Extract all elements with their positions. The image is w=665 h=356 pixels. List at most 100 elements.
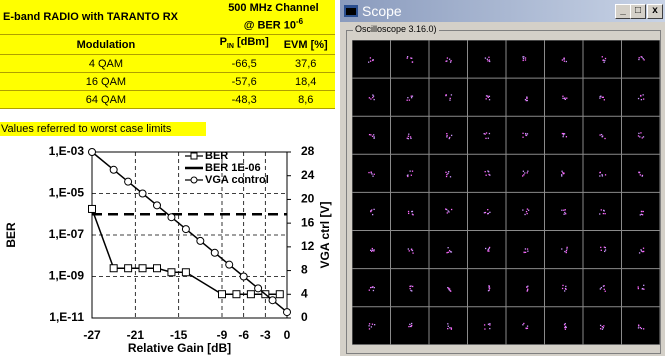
constellation-dot — [640, 132, 641, 133]
constellation-dot — [446, 136, 447, 137]
constellation-dot — [605, 291, 606, 292]
constellation-dot — [527, 172, 528, 173]
point — [168, 214, 175, 221]
constellation-dot — [408, 211, 409, 212]
legend-label: BER 1E-06 — [205, 162, 261, 174]
point — [182, 269, 189, 276]
constellation-dot — [641, 99, 642, 100]
constellation-dot — [599, 213, 600, 214]
constellation-dot — [411, 325, 412, 326]
constellation-dot — [603, 213, 604, 214]
constellation-dot — [564, 290, 565, 291]
x-tick-label: -27 — [83, 328, 101, 342]
constellation-dot — [445, 208, 446, 209]
constellation-dot — [451, 209, 452, 210]
point — [168, 269, 175, 276]
constellation-dot — [449, 59, 450, 60]
constellation-dot — [524, 172, 525, 173]
constellation-dot — [447, 173, 448, 174]
constellation-dot — [408, 326, 409, 327]
constellation-dot — [487, 209, 488, 210]
constellation-dot — [638, 327, 639, 328]
constellation-dot — [601, 174, 602, 175]
point — [233, 291, 240, 298]
constellation-dot — [451, 329, 452, 330]
constellation-dot — [601, 250, 602, 251]
constellation-dot — [525, 57, 526, 58]
constellation-dot — [564, 98, 565, 99]
column-header: PIN [dBm] — [212, 35, 277, 55]
constellation-dot — [407, 97, 408, 98]
constellation-dot — [599, 134, 600, 135]
constellation-dot — [564, 324, 565, 325]
x-tick-label: -15 — [170, 328, 188, 342]
constellation-dot — [527, 171, 528, 172]
constellation-dot — [485, 212, 486, 213]
constellation-dot — [527, 326, 528, 327]
legend-label: BER — [205, 150, 228, 162]
constellation-dot — [523, 174, 524, 175]
point — [110, 265, 117, 272]
constellation-dot — [488, 250, 489, 251]
constellation-dot — [411, 96, 412, 97]
constellation-dot — [409, 286, 410, 287]
constellation-dot — [566, 250, 567, 251]
constellation-dot — [526, 328, 527, 329]
point — [197, 237, 204, 244]
constellation-dot — [369, 97, 370, 98]
y2-tick-label: 4 — [301, 286, 308, 300]
constellation-dot — [565, 289, 566, 290]
constellation-dot — [642, 251, 643, 252]
point — [284, 309, 291, 316]
constellation-dot — [564, 251, 565, 252]
constellation-dot — [411, 323, 412, 324]
constellation-dot — [489, 133, 490, 134]
constellation-dot — [450, 60, 451, 61]
constellation-dot — [603, 62, 604, 63]
constellation-dot — [643, 289, 644, 290]
maximize-button[interactable]: □ — [630, 4, 646, 19]
constellation-dot — [449, 99, 450, 100]
x-tick-label: -6 — [238, 328, 249, 342]
close-button[interactable]: x — [647, 4, 663, 19]
minimize-button[interactable]: _ — [615, 4, 631, 19]
constellation-dot — [523, 323, 524, 324]
constellation-dot — [374, 99, 375, 100]
point — [125, 265, 132, 272]
constellation-dot — [369, 134, 370, 135]
constellation-dot — [603, 286, 604, 287]
constellation-dot — [374, 287, 375, 288]
constellation-dot — [488, 213, 489, 214]
point — [89, 205, 96, 212]
constellation-dot — [638, 288, 639, 289]
constellation-dot — [489, 212, 490, 213]
constellation-dot — [372, 94, 373, 95]
constellation-dot — [522, 324, 523, 325]
constellation-dot — [604, 99, 605, 100]
constellation-dot — [484, 324, 485, 325]
constellation-dot — [489, 61, 490, 62]
constellation-dot — [447, 210, 448, 211]
constellation-dot — [603, 325, 604, 326]
table-cell: -48,3 — [212, 91, 277, 109]
constellation-dot — [412, 211, 413, 212]
constellation-dot — [373, 209, 374, 210]
point — [139, 265, 146, 272]
constellation-dot — [371, 173, 372, 174]
constellation-dot — [604, 289, 605, 290]
constellation-dot — [643, 98, 644, 99]
constellation-dot — [643, 58, 644, 59]
constellation-dot — [602, 56, 603, 57]
constellation-dot — [487, 95, 488, 96]
constellation-dot — [407, 174, 408, 175]
constellation-dot — [485, 175, 486, 176]
constellation-dot — [640, 249, 641, 250]
header-right-line1: 500 MHz Channel — [228, 2, 318, 14]
constellation-dot — [370, 61, 371, 62]
constellation-dot — [409, 324, 410, 325]
point — [255, 285, 262, 292]
x-tick-label: -21 — [127, 328, 145, 342]
legend-marker — [191, 177, 197, 183]
constellation-dot — [408, 213, 409, 214]
